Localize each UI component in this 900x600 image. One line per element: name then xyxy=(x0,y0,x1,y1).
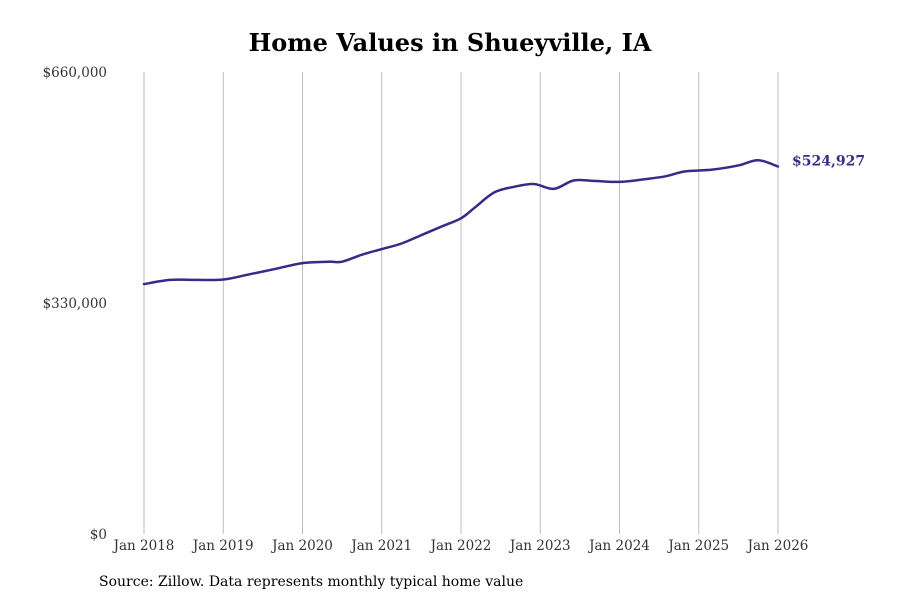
series-end-label: $524,927 xyxy=(792,154,865,170)
x-tick-label: Jan 2021 xyxy=(349,538,412,554)
x-tick-label: Jan 2023 xyxy=(508,538,571,554)
source-note: Source: Zillow. Data represents monthly … xyxy=(99,574,524,590)
chart-title: Home Values in Shueyville, IA xyxy=(248,28,652,57)
y-tick-label: $660,000 xyxy=(43,65,107,81)
x-tick-label: Jan 2026 xyxy=(746,538,809,554)
y-axis-ticks: $0 $330,000 $660,000 xyxy=(43,65,107,543)
x-tick-label: Jan 2020 xyxy=(270,538,333,554)
x-tick-label: Jan 2018 xyxy=(112,538,175,554)
y-tick-label: $330,000 xyxy=(43,296,107,312)
x-tick-label: Jan 2022 xyxy=(429,538,492,554)
x-tick-label: Jan 2024 xyxy=(587,538,650,554)
end-labels: $524,927 xyxy=(792,154,865,170)
x-tick-label: Jan 2025 xyxy=(666,538,729,554)
x-tick-label: Jan 2019 xyxy=(191,538,254,554)
series-layer xyxy=(142,158,780,286)
series-line xyxy=(142,158,780,286)
x-axis-ticks: Jan 2018 Jan 2019 Jan 2020 Jan 2021 Jan 2022… xyxy=(112,538,809,554)
y-tick-label: $0 xyxy=(90,527,107,543)
grid-lines xyxy=(143,72,779,534)
